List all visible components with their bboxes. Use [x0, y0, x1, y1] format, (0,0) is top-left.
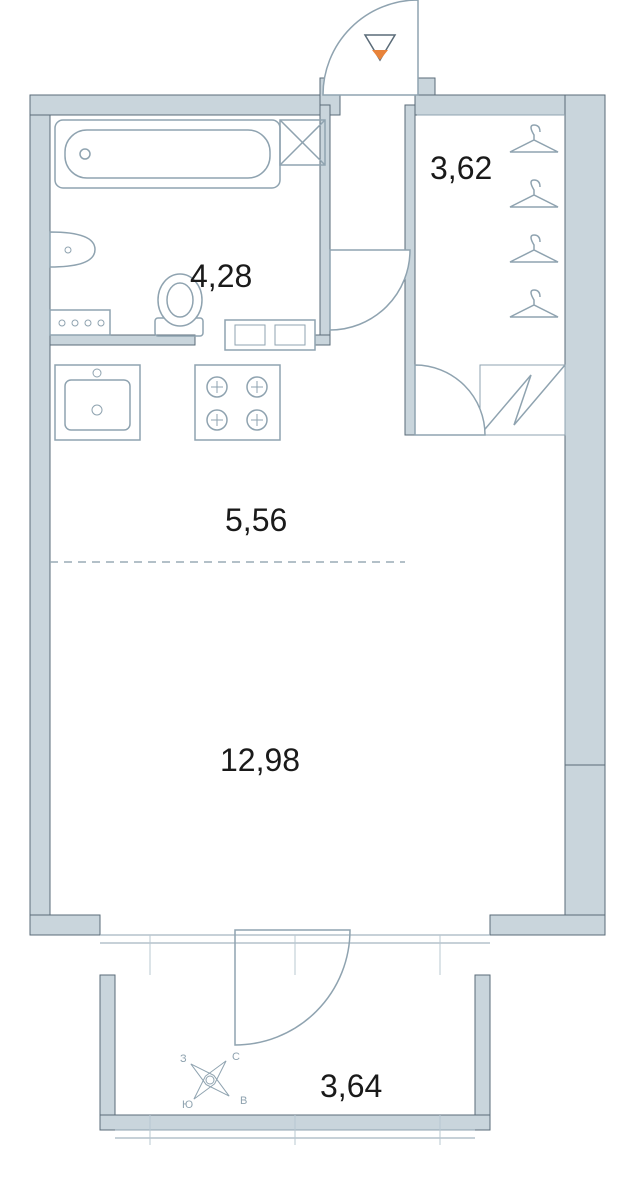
compass-icon: С Ю В З [180, 1051, 247, 1111]
svg-text:З: З [180, 1053, 187, 1065]
floorplan-svg: С Ю В З [0, 0, 640, 1180]
windows [100, 935, 490, 1145]
bathroom-area-label: 4,28 [190, 258, 252, 295]
living-area-label: 12,98 [220, 742, 300, 779]
svg-text:С: С [232, 1051, 240, 1063]
entry-area-label: 3,62 [430, 150, 492, 187]
kitchen-area-label: 5,56 [225, 502, 287, 539]
svg-text:Ю: Ю [182, 1099, 193, 1111]
svg-text:В: В [240, 1095, 247, 1107]
balcony-area-label: 3,64 [320, 1068, 382, 1105]
